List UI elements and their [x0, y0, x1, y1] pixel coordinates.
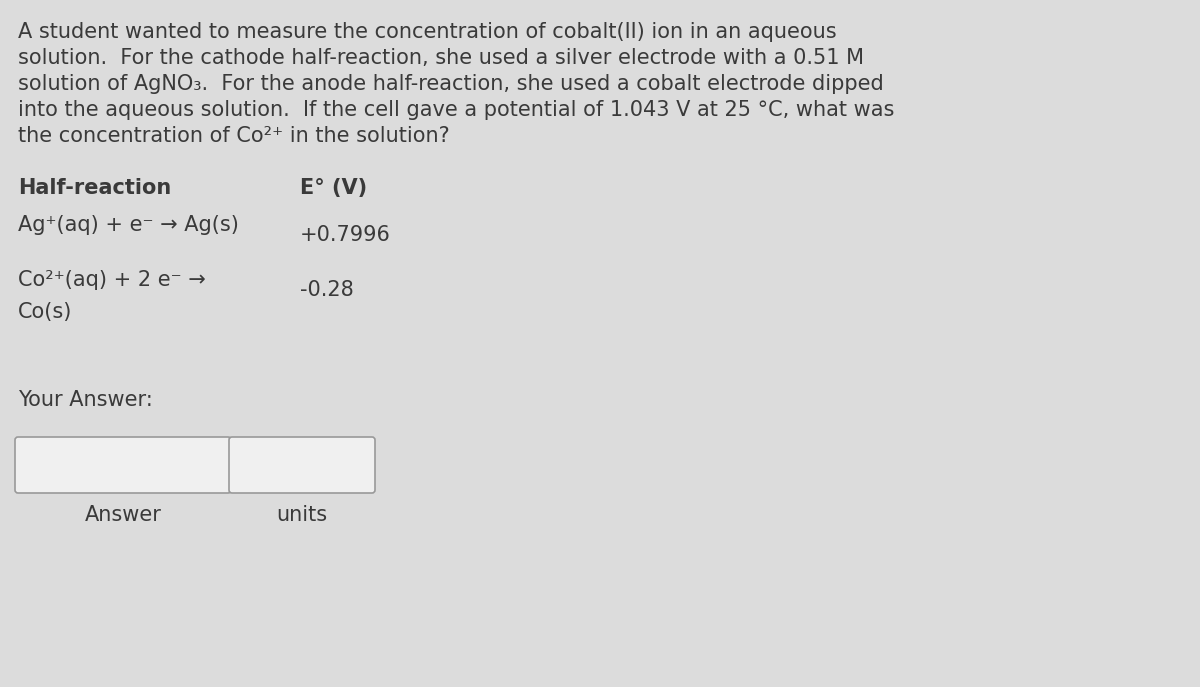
Text: solution.  For the cathode half-reaction, she used a silver electrode with a 0.5: solution. For the cathode half-reaction,… — [18, 48, 864, 68]
FancyBboxPatch shape — [14, 437, 230, 493]
FancyBboxPatch shape — [229, 437, 374, 493]
Text: -0.28: -0.28 — [300, 280, 354, 300]
Text: A student wanted to measure the concentration of cobalt(II) ion in an aqueous: A student wanted to measure the concentr… — [18, 22, 836, 42]
Text: Co(s): Co(s) — [18, 302, 72, 322]
Text: solution of AgNO₃.  For the anode half-reaction, she used a cobalt electrode dip: solution of AgNO₃. For the anode half-re… — [18, 74, 883, 94]
Text: the concentration of Co²⁺ in the solution?: the concentration of Co²⁺ in the solutio… — [18, 126, 450, 146]
Text: Your Answer:: Your Answer: — [18, 390, 152, 410]
Text: Ag⁺(aq) + e⁻ → Ag(s): Ag⁺(aq) + e⁻ → Ag(s) — [18, 215, 239, 235]
Text: Co²⁺(aq) + 2 e⁻ →: Co²⁺(aq) + 2 e⁻ → — [18, 270, 205, 290]
Text: units: units — [276, 505, 328, 525]
Text: Answer: Answer — [84, 505, 162, 525]
Text: E° (V): E° (V) — [300, 178, 367, 198]
Text: into the aqueous solution.  If the cell gave a potential of 1.043 V at 25 °C, wh: into the aqueous solution. If the cell g… — [18, 100, 894, 120]
Text: Half-reaction: Half-reaction — [18, 178, 172, 198]
Text: +0.7996: +0.7996 — [300, 225, 391, 245]
